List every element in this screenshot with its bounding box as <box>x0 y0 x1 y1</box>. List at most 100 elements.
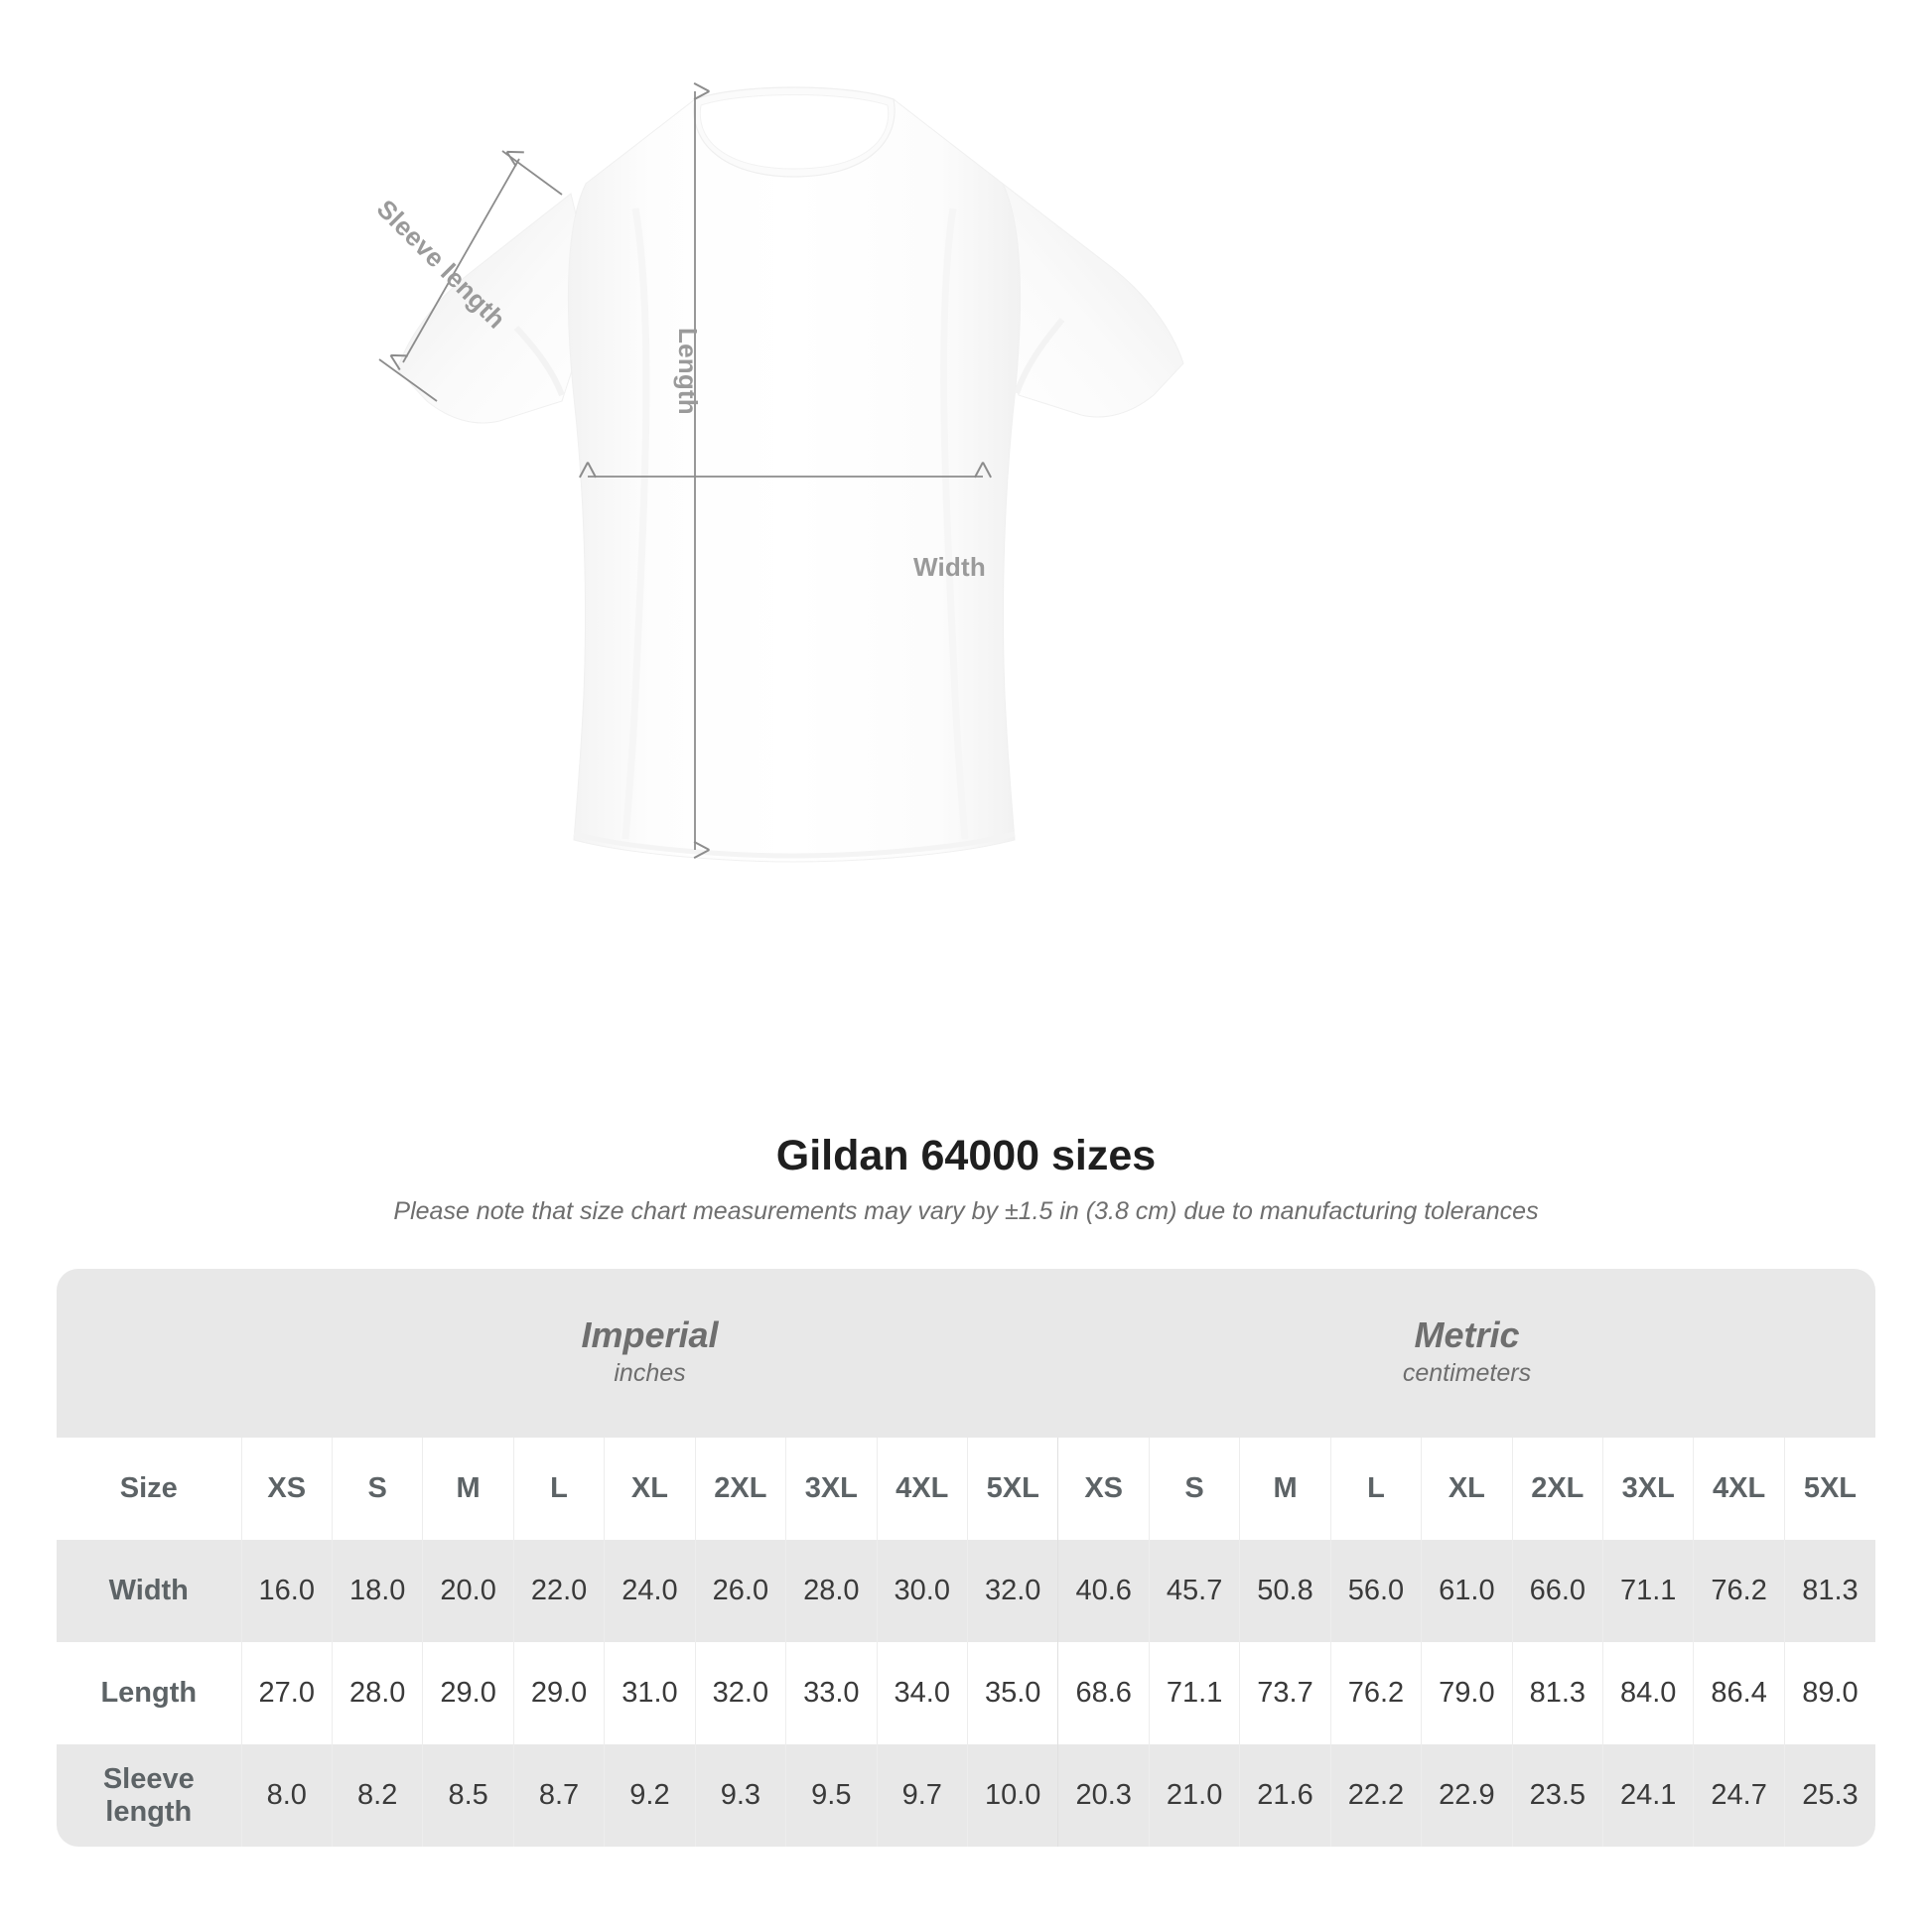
size-table-container: Imperial inches Metric centimeters Size … <box>57 1269 1875 1847</box>
sleeve-length-dimension-line <box>389 150 524 371</box>
size-col-metric-2xl: 2XL <box>1511 1438 1603 1540</box>
cell-width-imperial-l: 22.0 <box>512 1540 605 1642</box>
cell-width-metric-3xl: 71.1 <box>1601 1540 1694 1642</box>
row-label-width: Width <box>57 1540 242 1642</box>
cell-sleeve-metric-2xl: 23.5 <box>1511 1744 1603 1847</box>
size-col-imperial-xl: XL <box>604 1438 696 1540</box>
unit-header-corner <box>57 1269 242 1438</box>
tshirt-illustration <box>378 82 1184 863</box>
size-col-metric-3xl: 3XL <box>1601 1438 1694 1540</box>
cell-sleeve-imperial-2xl: 9.3 <box>694 1744 786 1847</box>
size-col-imperial-5xl: 5XL <box>966 1438 1058 1540</box>
sleeve-tick-bottom <box>378 358 438 402</box>
measurement-lines <box>378 82 992 859</box>
cell-width-metric-5xl: 81.3 <box>1783 1540 1875 1642</box>
cell-sleeve-metric-5xl: 25.3 <box>1783 1744 1875 1847</box>
cell-width-metric-s: 45.7 <box>1148 1540 1240 1642</box>
cell-length-metric-m: 73.7 <box>1239 1642 1331 1744</box>
cell-length-imperial-5xl: 35.0 <box>966 1642 1058 1744</box>
unit-header-row: Imperial inches Metric centimeters <box>57 1269 1875 1438</box>
size-col-imperial-s: S <box>331 1438 423 1540</box>
cell-width-metric-l: 56.0 <box>1329 1540 1422 1642</box>
cell-sleeve-imperial-xs: 8.0 <box>240 1744 333 1847</box>
size-col-metric-5xl: 5XL <box>1783 1438 1875 1540</box>
cell-width-metric-4xl: 76.2 <box>1693 1540 1785 1642</box>
cell-sleeve-metric-l: 22.2 <box>1329 1744 1422 1847</box>
page-subtitle: Please note that size chart measurements… <box>393 1197 1539 1225</box>
cell-width-imperial-xl: 24.0 <box>604 1540 696 1642</box>
size-col-metric-xs: XS <box>1057 1438 1150 1540</box>
cell-length-metric-4xl: 86.4 <box>1693 1642 1785 1744</box>
cell-length-metric-xl: 79.0 <box>1421 1642 1513 1744</box>
cell-width-imperial-5xl: 32.0 <box>966 1540 1058 1642</box>
cell-length-metric-xs: 68.6 <box>1057 1642 1150 1744</box>
unit-header-imperial: Imperial inches <box>241 1269 1058 1438</box>
cell-sleeve-metric-xs: 20.3 <box>1057 1744 1150 1847</box>
cell-length-imperial-xs: 27.0 <box>240 1642 333 1744</box>
table-row: Width 16.0 18.0 20.0 22.0 24.0 26.0 28.0… <box>57 1540 1875 1642</box>
cell-length-imperial-2xl: 32.0 <box>694 1642 786 1744</box>
cell-sleeve-imperial-m: 8.5 <box>422 1744 514 1847</box>
sleeve-tick-top <box>501 150 563 196</box>
table-row: Length 27.0 28.0 29.0 29.0 31.0 32.0 33.… <box>57 1642 1875 1744</box>
row-label-sleeve-length: Sleeve length <box>57 1744 242 1847</box>
unit-subtitle-metric: centimeters <box>1402 1358 1532 1387</box>
unit-header-metric: Metric centimeters <box>1057 1269 1875 1438</box>
unit-subtitle-imperial: inches <box>614 1358 686 1387</box>
cell-width-metric-m: 50.8 <box>1239 1540 1331 1642</box>
cell-length-imperial-s: 28.0 <box>331 1642 423 1744</box>
cell-length-imperial-3xl: 33.0 <box>785 1642 878 1744</box>
cell-length-metric-2xl: 81.3 <box>1511 1642 1603 1744</box>
unit-title-metric: Metric <box>1414 1313 1520 1355</box>
cell-sleeve-imperial-s: 8.2 <box>331 1744 423 1847</box>
cell-length-imperial-l: 29.0 <box>512 1642 605 1744</box>
cell-sleeve-metric-3xl: 24.1 <box>1601 1744 1694 1847</box>
row-label-length: Length <box>57 1642 242 1744</box>
size-col-metric-s: S <box>1148 1438 1240 1540</box>
size-col-imperial-4xl: 4XL <box>876 1438 968 1540</box>
cell-sleeve-metric-m: 21.6 <box>1239 1744 1331 1847</box>
cell-width-metric-xl: 61.0 <box>1421 1540 1513 1642</box>
width-label: Width <box>913 552 986 582</box>
cell-length-metric-s: 71.1 <box>1148 1642 1240 1744</box>
cell-length-imperial-xl: 31.0 <box>604 1642 696 1744</box>
cell-sleeve-metric-s: 21.0 <box>1148 1744 1240 1847</box>
cell-sleeve-imperial-4xl: 9.7 <box>876 1744 968 1847</box>
cell-width-imperial-xs: 16.0 <box>240 1540 333 1642</box>
cell-width-imperial-3xl: 28.0 <box>785 1540 878 1642</box>
size-header-row: Size XS S M L XL 2XL 3XL 4XL 5XL XS S M … <box>57 1438 1875 1540</box>
cell-sleeve-imperial-xl: 9.2 <box>604 1744 696 1847</box>
page-title: Gildan 64000 sizes <box>775 1132 1157 1179</box>
cell-length-metric-3xl: 84.0 <box>1601 1642 1694 1744</box>
tshirt-diagram: Sleeve length Length Width <box>371 82 1184 863</box>
size-col-imperial-3xl: 3XL <box>785 1438 878 1540</box>
cell-width-imperial-2xl: 26.0 <box>694 1540 786 1642</box>
size-col-metric-4xl: 4XL <box>1693 1438 1785 1540</box>
length-label: Length <box>673 328 703 415</box>
cell-sleeve-imperial-3xl: 9.5 <box>785 1744 878 1847</box>
cell-length-imperial-m: 29.0 <box>422 1642 514 1744</box>
size-col-metric-l: L <box>1329 1438 1422 1540</box>
cell-sleeve-imperial-5xl: 10.0 <box>966 1744 1058 1847</box>
cell-length-metric-l: 76.2 <box>1329 1642 1422 1744</box>
size-row-label: Size <box>57 1438 242 1540</box>
cell-sleeve-metric-xl: 22.9 <box>1421 1744 1513 1847</box>
cell-width-metric-2xl: 66.0 <box>1511 1540 1603 1642</box>
cell-sleeve-metric-4xl: 24.7 <box>1693 1744 1785 1847</box>
cell-length-metric-5xl: 89.0 <box>1783 1642 1875 1744</box>
cell-width-imperial-m: 20.0 <box>422 1540 514 1642</box>
size-col-imperial-xs: XS <box>240 1438 333 1540</box>
cell-width-imperial-s: 18.0 <box>331 1540 423 1642</box>
cell-sleeve-imperial-l: 8.7 <box>512 1744 605 1847</box>
size-col-imperial-l: L <box>512 1438 605 1540</box>
tshirt-garment-shape <box>396 86 1184 863</box>
cell-width-imperial-4xl: 30.0 <box>876 1540 968 1642</box>
size-table: Imperial inches Metric centimeters Size … <box>57 1269 1875 1847</box>
size-col-imperial-2xl: 2XL <box>694 1438 786 1540</box>
size-col-metric-xl: XL <box>1421 1438 1513 1540</box>
table-row: Sleeve length 8.0 8.2 8.5 8.7 9.2 9.3 9.… <box>57 1744 1875 1847</box>
size-col-imperial-m: M <box>422 1438 514 1540</box>
cell-length-imperial-4xl: 34.0 <box>876 1642 968 1744</box>
cell-width-metric-xs: 40.6 <box>1057 1540 1150 1642</box>
